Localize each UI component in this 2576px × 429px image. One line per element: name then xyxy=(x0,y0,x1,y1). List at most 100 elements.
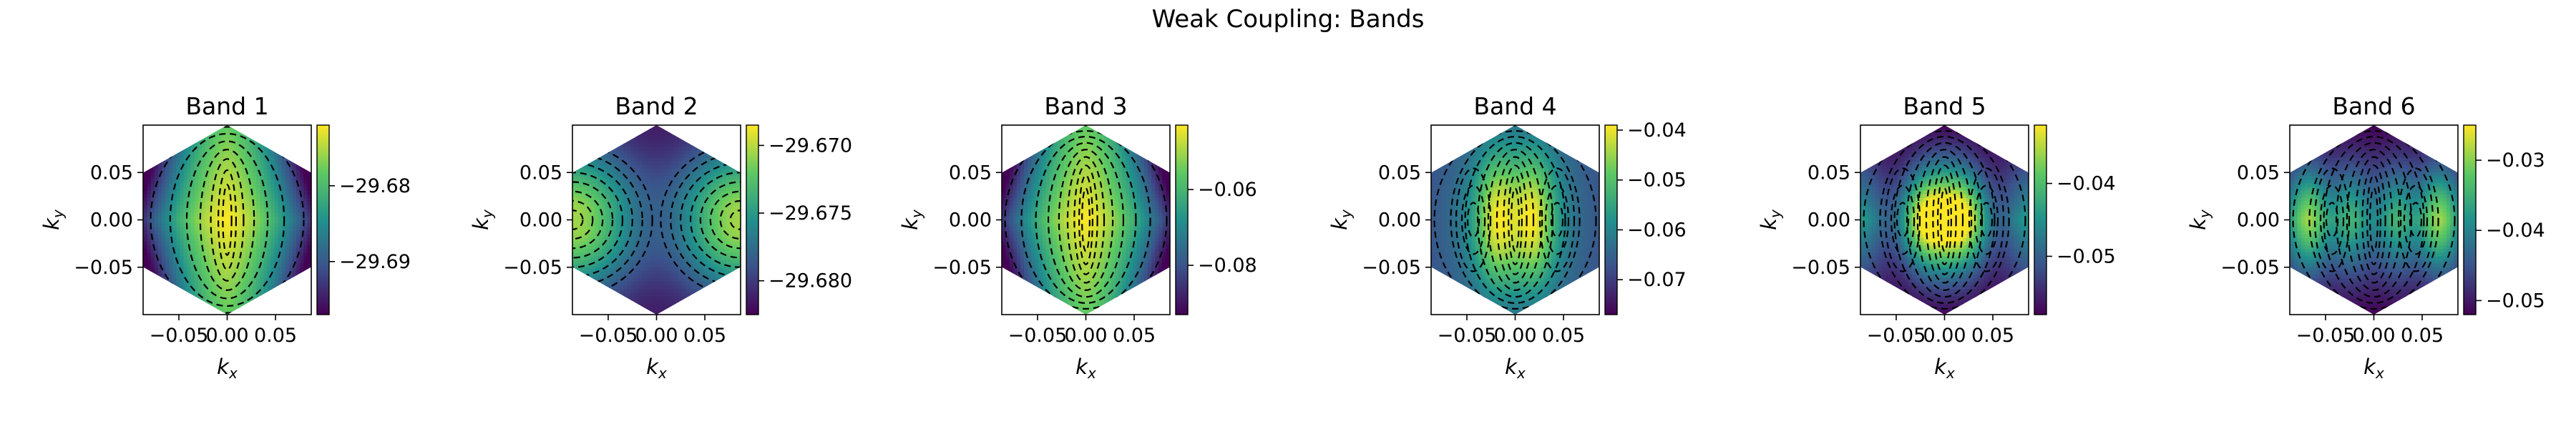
heatmap-cell xyxy=(711,205,716,209)
heatmap-cell xyxy=(245,223,250,228)
heatmap-cell xyxy=(605,223,610,228)
heatmap-cell xyxy=(281,161,286,166)
heatmap-cell xyxy=(674,165,679,169)
heatmap-cell xyxy=(645,227,650,232)
heatmap-cell xyxy=(686,303,690,308)
heatmap-cell xyxy=(187,249,192,253)
heatmap-cell xyxy=(169,263,173,268)
heatmap-cell xyxy=(703,150,708,155)
heatmap-cell xyxy=(642,245,646,250)
heatmap-cell xyxy=(249,289,253,294)
heatmap-cell xyxy=(703,289,708,294)
heatmap-cell xyxy=(303,132,308,137)
heatmap-cell xyxy=(249,147,253,152)
heatmap-cell xyxy=(711,289,716,294)
heatmap-cell xyxy=(1005,205,1010,209)
heatmap-cell xyxy=(703,260,708,265)
heatmap-cell xyxy=(205,183,210,188)
heatmap-cell xyxy=(220,209,225,213)
heatmap-cell xyxy=(157,169,162,173)
heatmap-cell xyxy=(634,256,639,261)
heatmap-cell xyxy=(154,220,159,225)
heatmap-cell xyxy=(227,154,232,159)
heatmap-cell xyxy=(205,194,210,199)
heatmap-cell xyxy=(649,154,654,159)
heatmap-cell xyxy=(209,252,213,257)
heatmap-cell xyxy=(227,307,232,312)
heatmap-cell xyxy=(190,125,195,129)
heatmap-cell xyxy=(172,194,177,199)
heatmap-cell xyxy=(150,285,155,290)
heatmap-cell xyxy=(234,303,239,308)
heatmap-cell xyxy=(689,270,693,275)
heatmap-cell xyxy=(576,202,581,206)
heatmap-cell xyxy=(187,147,192,152)
heatmap-cell xyxy=(722,223,726,228)
heatmap-cell xyxy=(209,263,213,268)
heatmap-cell xyxy=(245,136,250,140)
heatmap-cell xyxy=(613,179,618,184)
heatmap-cell xyxy=(711,292,716,297)
heatmap-cell xyxy=(602,129,606,133)
heatmap-cell xyxy=(609,216,614,221)
heatmap-cell xyxy=(663,179,668,184)
heatmap-cell xyxy=(278,289,283,294)
heatmap-cell xyxy=(296,129,301,133)
heatmap-cell xyxy=(267,143,272,148)
heatmap-cell xyxy=(161,242,166,246)
heatmap-cell xyxy=(703,183,708,188)
heatmap-cell xyxy=(190,300,195,305)
heatmap-cell xyxy=(693,139,698,144)
heatmap-cell xyxy=(598,285,602,290)
heatmap-cell xyxy=(580,300,585,305)
heatmap-cell xyxy=(572,260,577,265)
heatmap-cell xyxy=(293,289,297,294)
contour-line xyxy=(217,169,238,271)
heatmap-cell xyxy=(213,147,217,152)
heatmap-cell xyxy=(1002,296,1007,301)
heatmap-cell xyxy=(213,237,217,242)
heatmap-cell xyxy=(293,209,297,213)
heatmap-cell xyxy=(285,292,290,297)
heatmap-cell xyxy=(172,169,177,173)
heatmap-cell xyxy=(260,190,264,195)
heatmap-cell xyxy=(602,292,606,297)
heatmap-cell xyxy=(674,252,679,257)
heatmap-cell xyxy=(1002,260,1007,265)
heatmap-cell xyxy=(143,172,148,177)
heatmap-cell xyxy=(663,183,668,188)
heatmap-cell xyxy=(281,183,286,188)
heatmap-cell xyxy=(711,172,716,177)
heatmap-cell xyxy=(260,212,264,217)
heatmap-cell xyxy=(227,157,232,162)
heatmap-cell xyxy=(154,169,159,173)
heatmap-cell xyxy=(670,154,675,159)
heatmap-cell xyxy=(245,187,250,192)
heatmap-cell xyxy=(220,274,225,279)
heatmap-cell xyxy=(642,190,646,195)
heatmap-cell xyxy=(303,227,308,232)
heatmap-cell xyxy=(583,139,588,144)
heatmap-cell xyxy=(674,249,679,253)
heatmap-cell xyxy=(143,157,148,162)
heatmap-cell xyxy=(303,212,308,217)
heatmap-cell xyxy=(696,136,701,140)
heatmap-cell xyxy=(634,139,639,144)
heatmap-cell xyxy=(616,187,621,192)
heatmap-cell xyxy=(572,249,577,253)
heatmap-cell xyxy=(169,278,173,282)
heatmap-cell xyxy=(663,125,668,129)
heatmap-cell xyxy=(303,289,308,294)
heatmap-cell xyxy=(278,278,283,282)
heatmap-cell xyxy=(726,125,730,129)
heatmap-cell xyxy=(682,197,686,202)
heatmap-cell xyxy=(609,303,614,308)
heatmap-cell xyxy=(147,292,152,297)
heatmap-cell xyxy=(696,300,701,305)
heatmap-cell xyxy=(682,129,686,133)
heatmap-cell xyxy=(605,139,610,144)
heatmap-cell xyxy=(674,169,679,173)
heatmap-cell xyxy=(216,260,220,265)
heatmap-cell xyxy=(288,179,293,184)
heatmap-cell xyxy=(595,183,599,188)
